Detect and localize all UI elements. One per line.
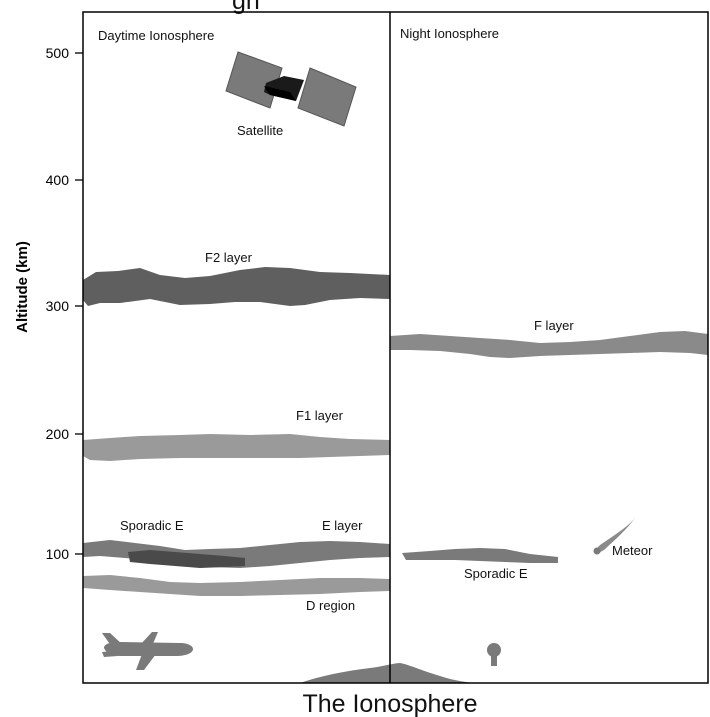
sporadic-e-night-band bbox=[402, 548, 558, 563]
sporadic-e-night-label: Sporadic E bbox=[464, 566, 528, 581]
airplane-icon bbox=[102, 632, 193, 670]
meteor-label: Meteor bbox=[612, 543, 653, 558]
f1-layer-band bbox=[83, 434, 390, 461]
satellite-icon bbox=[225, 51, 357, 127]
e-layer-label: E layer bbox=[322, 518, 363, 533]
f2-layer-label: F2 layer bbox=[205, 250, 253, 265]
daytime-panel-title: Daytime Ionosphere bbox=[98, 28, 214, 43]
plot-frame bbox=[82, 11, 709, 684]
satellite-label: Satellite bbox=[237, 123, 283, 138]
y-axis-ticks: 500 400 300 200 100 bbox=[46, 45, 83, 562]
f-layer-night-band bbox=[390, 331, 708, 358]
y-axis-title: Altitude (km) bbox=[14, 241, 31, 333]
f1-layer-label: F1 layer bbox=[296, 408, 344, 423]
y-tick-label-400: 400 bbox=[46, 172, 70, 188]
f2-layer-band bbox=[83, 267, 390, 306]
y-tick-label-200: 200 bbox=[46, 426, 70, 442]
weather-balloon-icon bbox=[487, 643, 501, 666]
d-region-band bbox=[83, 575, 390, 596]
y-tick-label-500: 500 bbox=[46, 45, 70, 61]
sporadic-e-day-patch bbox=[128, 550, 245, 568]
sporadic-e-day-label: Sporadic E bbox=[120, 518, 184, 533]
y-tick-label-100: 100 bbox=[46, 546, 70, 562]
night-panel-title: Night Ionosphere bbox=[400, 26, 499, 41]
f-layer-label: F layer bbox=[534, 318, 574, 333]
figure-caption: The Ionosphere bbox=[302, 690, 477, 717]
y-tick-label-300: 300 bbox=[46, 298, 70, 314]
meteor-icon bbox=[593, 517, 636, 555]
d-region-label: D region bbox=[306, 598, 355, 613]
